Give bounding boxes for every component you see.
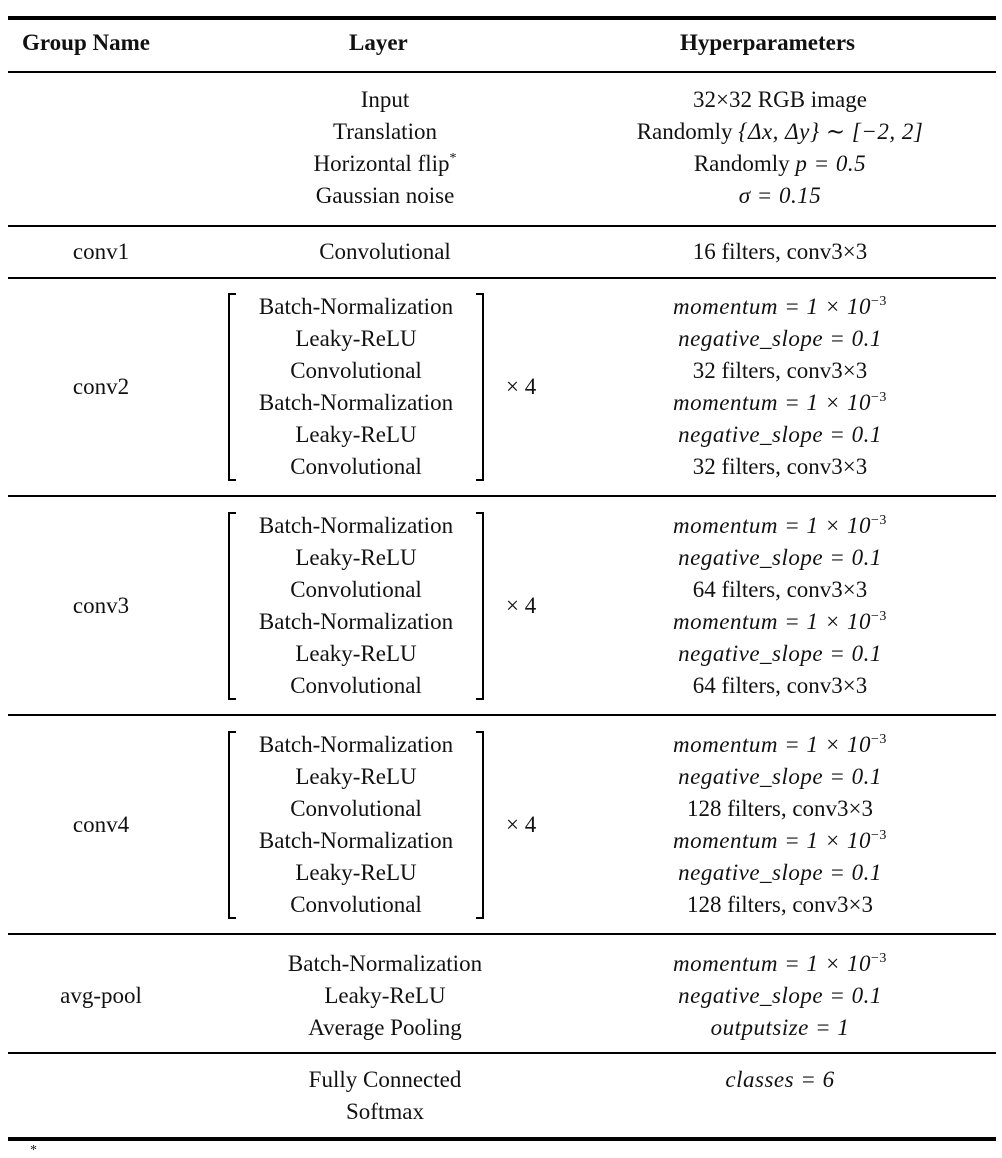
bracket-layer: Batch-Normalization — [258, 294, 454, 319]
bracket-layer: Batch-Normalization — [258, 390, 454, 415]
hyper-momentum: momentum = 1 × 10−3 — [673, 951, 887, 976]
hyper-momentum: momentum = 1 × 10−3 — [673, 609, 887, 634]
group-conv1: conv1 — [72, 239, 130, 264]
bracket-layer: Leaky-ReLU — [295, 641, 417, 666]
rule-after-conv4 — [8, 933, 996, 935]
bracket-layer: Leaky-ReLU — [295, 326, 417, 351]
right-bracket — [476, 731, 484, 919]
flip-math: p = 0.5 — [795, 151, 867, 176]
left-bracket — [228, 731, 236, 919]
hyper-classes: classes = 6 — [725, 1067, 835, 1092]
hyper-momentum: momentum = 1 × 10−3 — [673, 828, 887, 853]
header-rule — [8, 71, 996, 73]
group-avg-pool: avg-pool — [60, 983, 142, 1008]
bracket-layer: Batch-Normalization — [258, 513, 454, 538]
hyper-momentum: momentum = 1 × 10−3 — [673, 294, 887, 319]
bracket-layer: Batch-Normalization — [258, 732, 454, 757]
hyper-filters: 32 filters, conv3×3 — [692, 358, 868, 383]
left-bracket — [228, 512, 236, 700]
bracket-layer: Convolutional — [290, 892, 422, 917]
hyper-filters: 64 filters, conv3×3 — [692, 673, 868, 698]
avgpool-layer: Average Pooling — [308, 1015, 462, 1040]
bracket-layer: Batch-Normalization — [258, 609, 454, 634]
hyper-filters: 64 filters, conv3×3 — [692, 577, 868, 602]
flip-prefix: Randomly — [693, 151, 790, 176]
flip-footnote-mark: * — [449, 151, 457, 166]
bracket-layer: Convolutional — [290, 796, 422, 821]
hyper-momentum: momentum = 1 × 10−3 — [673, 390, 887, 415]
hyper-input: 32×32 RGB image — [693, 87, 867, 112]
bracket-layer: Convolutional — [290, 673, 422, 698]
rule-after-conv1 — [8, 277, 996, 279]
group-conv2: conv2 — [72, 374, 130, 399]
hyper-slope: negative_slope = 0.1 — [678, 641, 882, 666]
translation-prefix: Randomly — [636, 119, 733, 144]
softmax-layer: Softmax — [346, 1099, 424, 1124]
translation-math: {Δx, Δy} ∼ [−2, 2] — [738, 119, 924, 144]
conv1-hyper: 16 filters, conv3×3 — [692, 239, 868, 264]
right-bracket — [476, 293, 484, 481]
bottom-rule — [8, 1137, 996, 1141]
conv1-layer: Convolutional — [319, 239, 451, 264]
header-hyperparameters: Hyperparameters — [680, 30, 855, 55]
rule-after-conv3 — [8, 714, 996, 716]
header-layer: Layer — [349, 30, 408, 55]
repeat-times: × 4 — [506, 374, 537, 399]
hyper-momentum: momentum = 1 × 10−3 — [673, 513, 887, 538]
right-bracket — [476, 512, 484, 700]
hyper-noise: σ = 0.15 — [738, 183, 822, 208]
rule-after-avgpool — [8, 1052, 996, 1054]
hyper-slope: negative_slope = 0.1 — [678, 545, 882, 570]
hyper-momentum: momentum = 1 × 10−3 — [673, 732, 887, 757]
bracket-layer: Convolutional — [290, 577, 422, 602]
layer-horizontal-flip: Horizontal flip* — [205, 148, 565, 180]
bracket-layer: Leaky-ReLU — [295, 764, 417, 789]
hyper-slope: negative_slope = 0.1 — [678, 422, 882, 447]
bracket-layer: Leaky-ReLU — [295, 860, 417, 885]
hyper-filters: 128 filters, conv3×3 — [686, 796, 874, 821]
hyper-filters: 32 filters, conv3×3 — [692, 454, 868, 479]
hyper-slope: negative_slope = 0.1 — [678, 326, 882, 351]
rule-after-input — [8, 225, 996, 227]
hyper-outputsize: outputsize = 1 — [710, 1015, 850, 1040]
hyper-slope: negative_slope = 0.1 — [678, 764, 882, 789]
footnote-mark: * — [30, 1143, 37, 1158]
top-rule — [8, 16, 996, 20]
bracket-layer: Convolutional — [290, 454, 422, 479]
rule-after-conv2 — [8, 495, 996, 497]
avgpool-layer: Batch-Normalization — [287, 951, 483, 976]
hyper-slope: negative_slope = 0.1 — [678, 983, 882, 1008]
hyper-slope: negative_slope = 0.1 — [678, 860, 882, 885]
hyper-translation: Randomly {Δx, Δy} ∼ [−2, 2] — [565, 116, 995, 148]
bracket-layer: Batch-Normalization — [258, 828, 454, 853]
left-bracket — [228, 293, 236, 481]
avgpool-layer: Leaky-ReLU — [324, 983, 446, 1008]
fc-layer: Fully Connected — [308, 1067, 462, 1092]
bracket-layer: Leaky-ReLU — [295, 545, 417, 570]
header-group-name: Group Name — [22, 30, 150, 55]
layer-input: Input — [360, 87, 410, 112]
hyper-flip: Randomly p = 0.5 — [565, 148, 995, 180]
layer-gaussian-noise: Gaussian noise — [315, 183, 455, 208]
group-conv3: conv3 — [72, 593, 130, 618]
hyper-filters: 128 filters, conv3×3 — [686, 892, 874, 917]
flip-label: Horizontal flip — [313, 151, 450, 176]
bracket-layer: Convolutional — [290, 358, 422, 383]
repeat-times: × 4 — [506, 593, 537, 618]
repeat-times: × 4 — [506, 812, 537, 837]
group-conv4: conv4 — [72, 812, 130, 837]
bracket-layer: Leaky-ReLU — [295, 422, 417, 447]
layer-translation: Translation — [333, 119, 437, 144]
